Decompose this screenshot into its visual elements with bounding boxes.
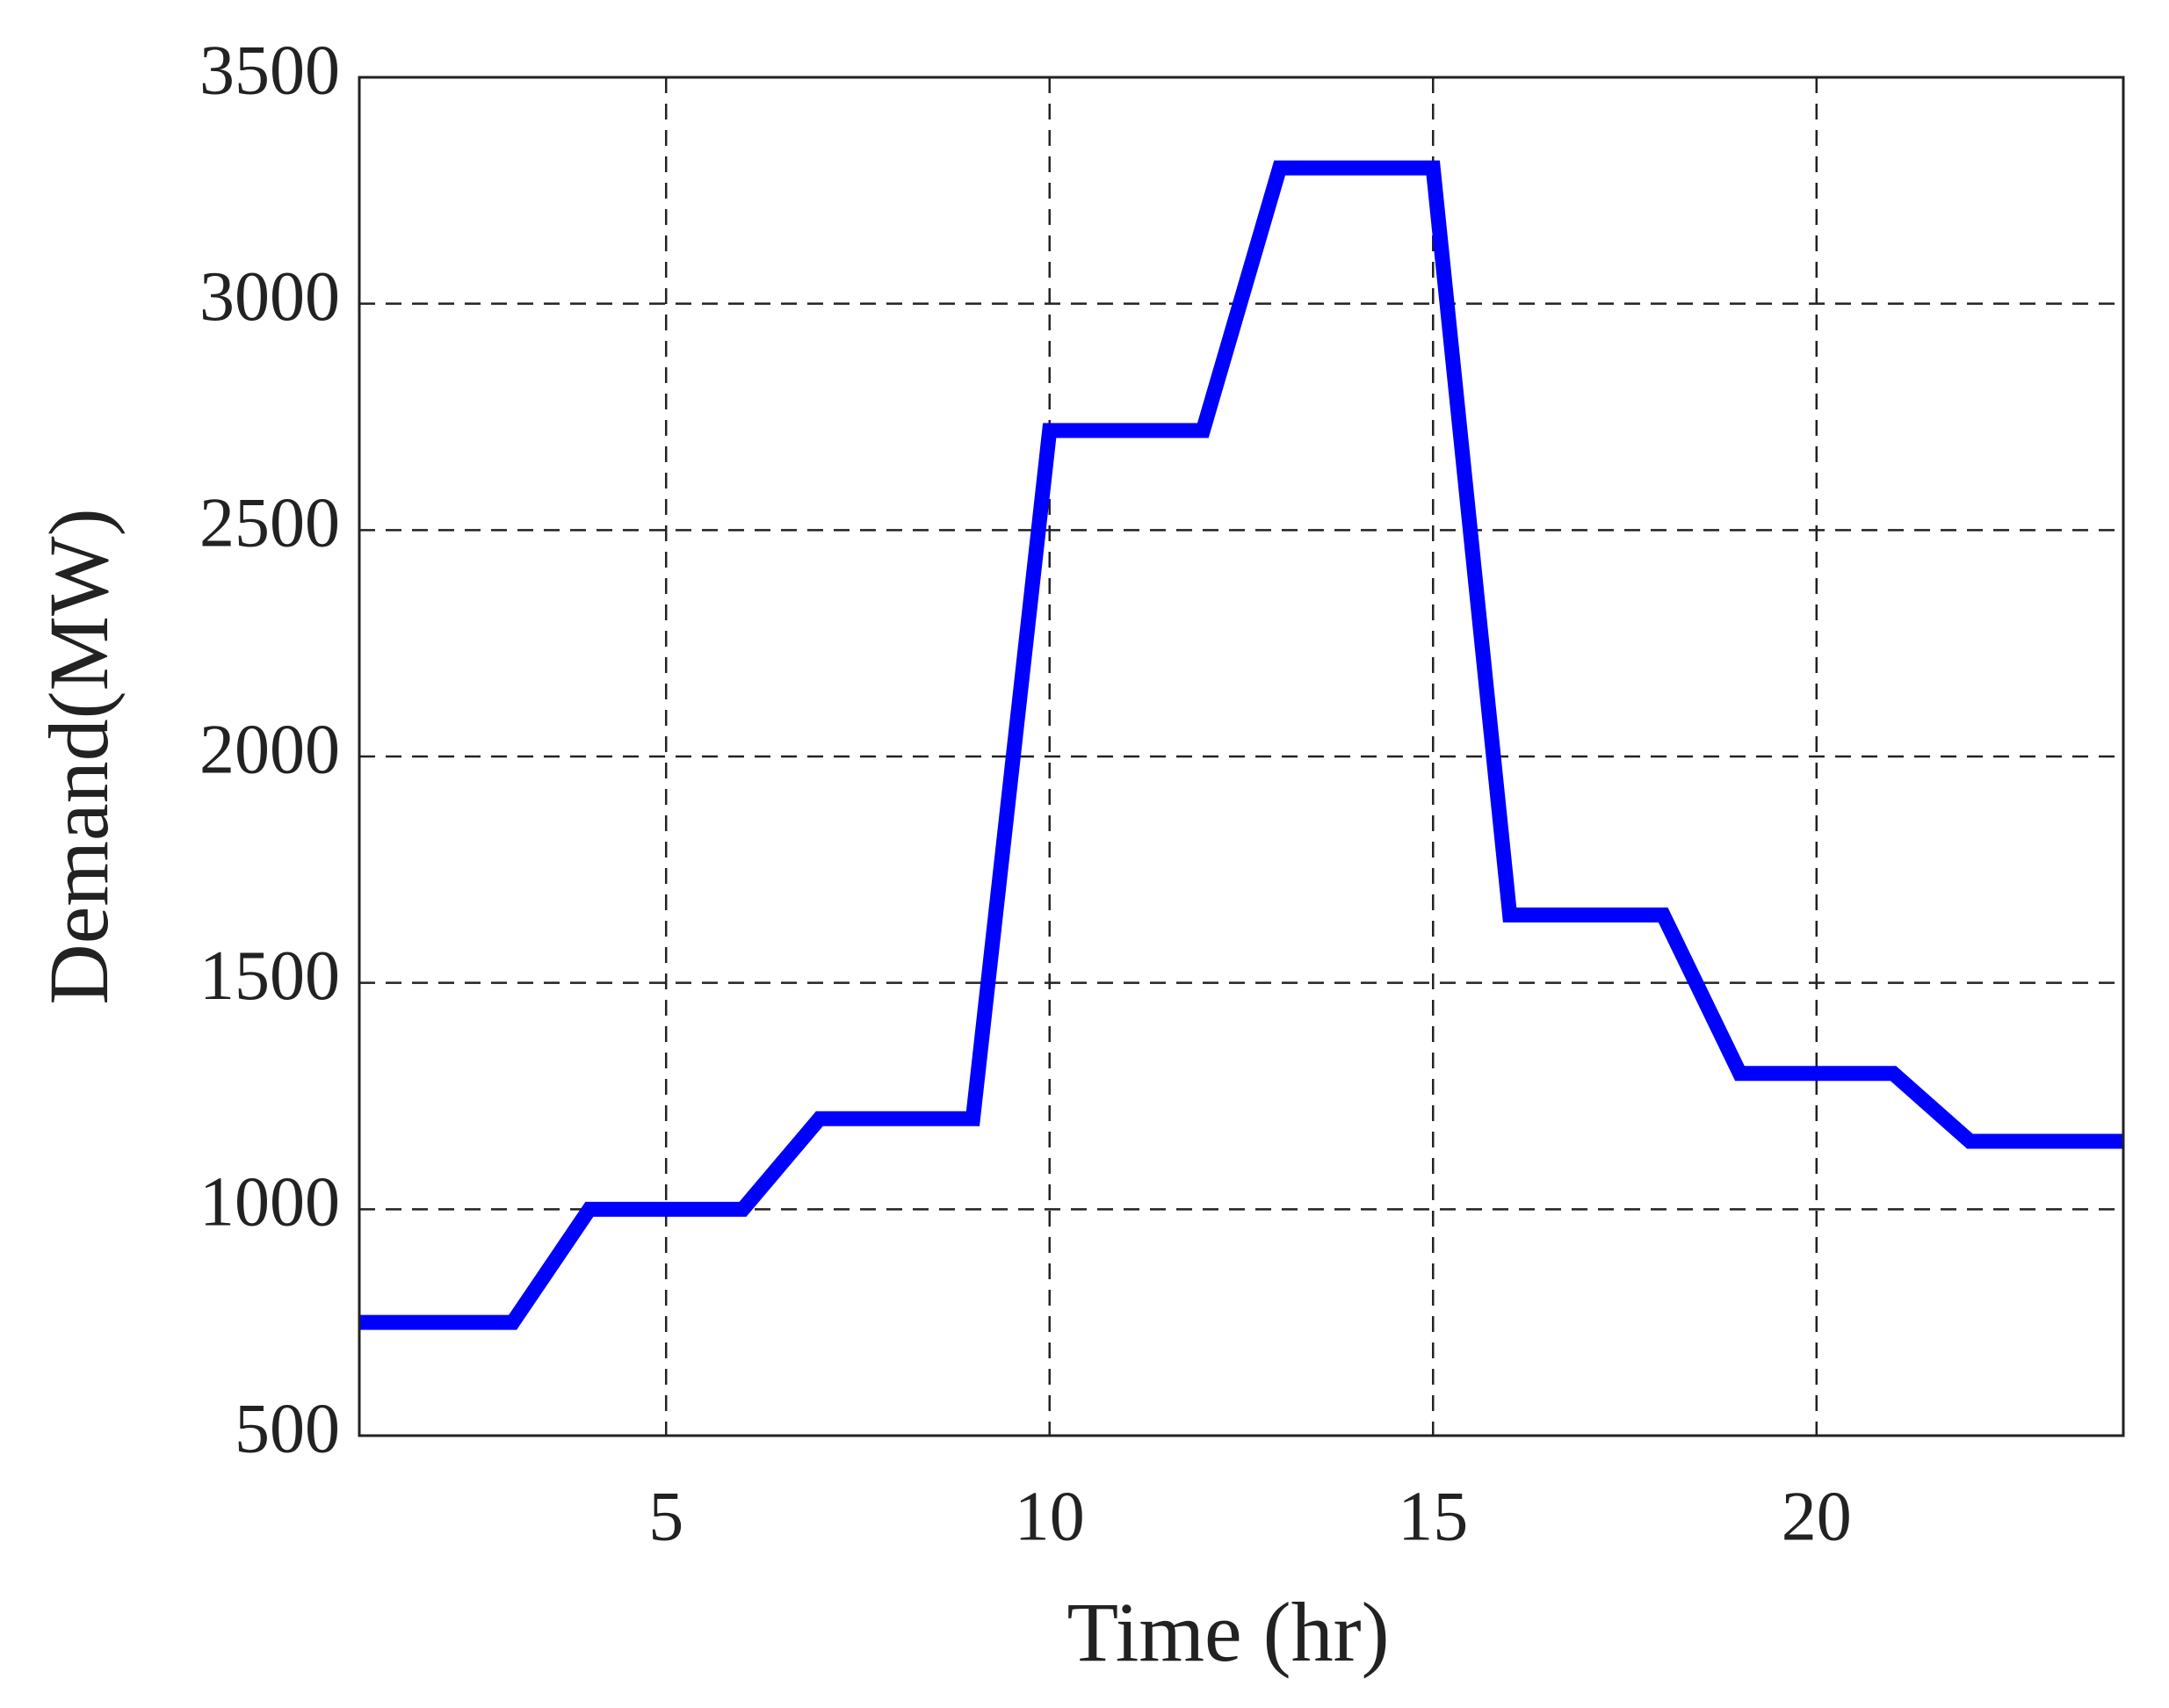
y-tick-label: 1000 [199,1164,340,1241]
y-tick-label: 3500 [199,32,340,109]
x-tick-label: 5 [648,1478,683,1555]
y-tick-label: 500 [235,1390,340,1467]
y-tick-label: 1500 [199,937,340,1015]
y-tick-label: 2000 [199,711,340,788]
y-axis-label: Demand(MW) [32,508,126,1004]
x-tick-label: 15 [1398,1478,1468,1555]
x-tick-label: 10 [1015,1478,1085,1555]
data-line [359,160,2123,1330]
y-tick-label: 3000 [199,258,340,336]
x-tick-label: 20 [1782,1478,1852,1555]
x-axis-label: Time (hr) [1066,1585,1389,1679]
y-tick-label: 2500 [199,485,340,562]
plot-frame [358,76,2125,1437]
